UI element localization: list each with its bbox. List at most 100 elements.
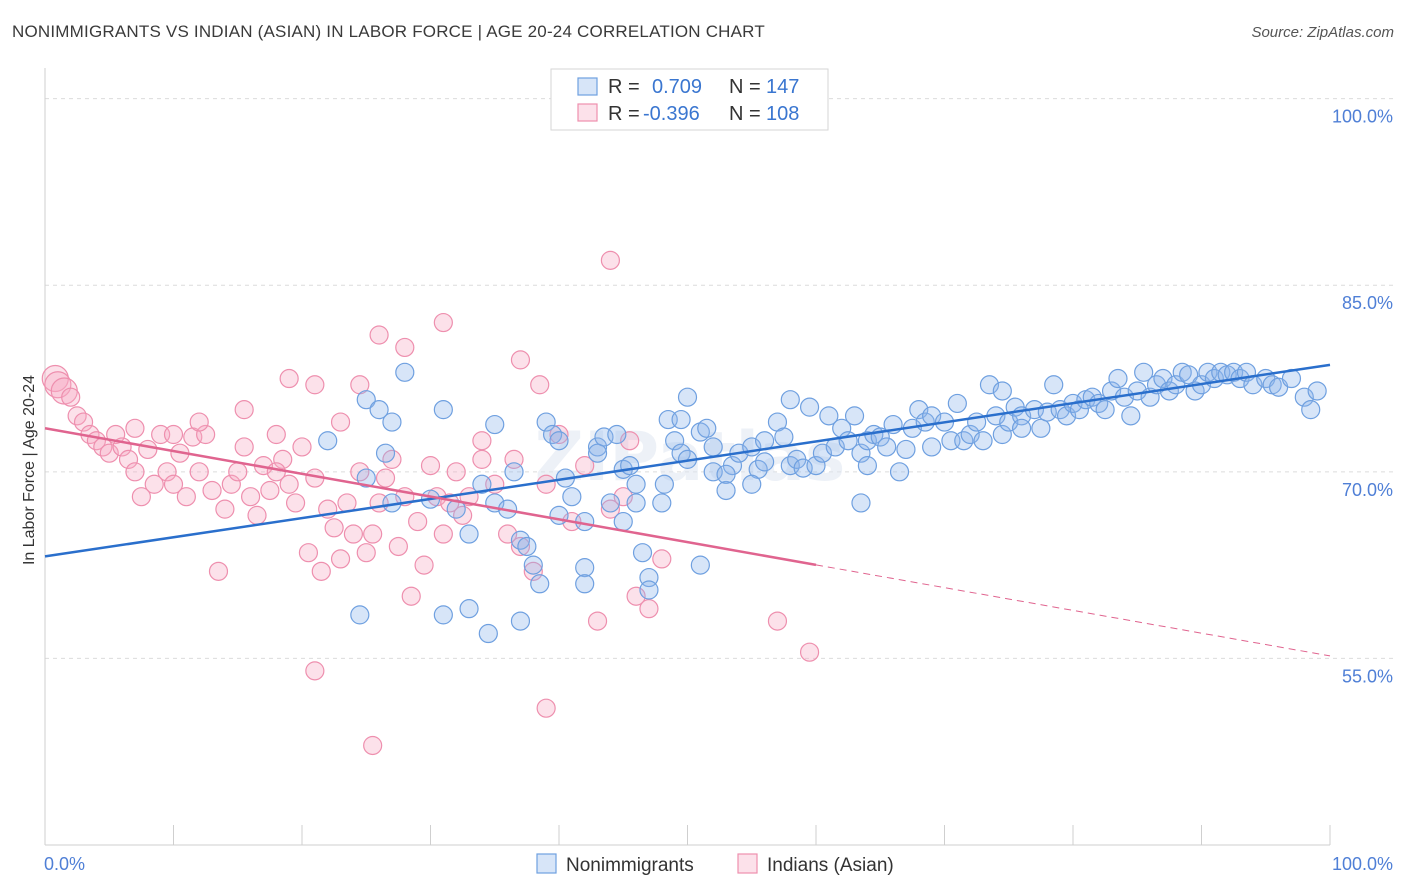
data-point-indians-asian <box>144 474 164 494</box>
data-point-nonimmigrants <box>626 474 646 494</box>
data-point-nonimmigrants <box>1121 406 1141 426</box>
data-point-indians-asian <box>285 493 306 513</box>
data-point-nonimmigrants <box>549 431 569 451</box>
data-point-nonimmigrants <box>575 558 595 578</box>
legend-r-label: R = <box>608 103 640 125</box>
data-point-nonimmigrants <box>896 439 916 460</box>
data-point-indians-asian <box>523 561 543 581</box>
data-point-nonimmigrants <box>356 468 376 488</box>
data-point-nonimmigrants <box>575 574 595 594</box>
legend-n-value-blue: 147 <box>766 76 799 98</box>
data-point-nonimmigrants <box>510 611 531 631</box>
data-point-nonimmigrants <box>742 474 762 494</box>
data-point-indians-asian <box>652 549 672 569</box>
legend-swatch-indians-asian <box>737 853 758 874</box>
legend-swatch-blue <box>577 77 598 96</box>
data-point-indians-asian <box>221 474 241 494</box>
data-point-nonimmigrants <box>632 543 653 563</box>
data-point-indians-asian <box>273 449 293 469</box>
data-point-nonimmigrants <box>1011 418 1032 438</box>
data-point-indians-asian <box>176 487 196 507</box>
data-point-nonimmigrants <box>375 443 396 463</box>
series-indians-asian <box>41 250 820 756</box>
data-point-nonimmigrants <box>754 452 775 472</box>
data-point-indians-asian <box>157 462 177 482</box>
data-point-nonimmigrants <box>350 605 370 625</box>
data-point-indians-asian <box>189 412 209 432</box>
data-point-indians-asian <box>324 518 344 538</box>
x-tick-label: 0.0% <box>44 854 85 874</box>
data-point-indians-asian <box>305 375 325 395</box>
data-point-nonimmigrants <box>382 412 402 432</box>
x-tick-labels: 0.0% 100.0% <box>44 854 1393 874</box>
legend-n-label: N = <box>729 76 761 98</box>
trend-lines <box>44 363 1331 657</box>
data-point-nonimmigrants <box>677 387 698 407</box>
data-point-nonimmigrants <box>922 437 942 457</box>
data-point-nonimmigrants <box>671 409 691 430</box>
trend-line-indians-asian <box>44 427 817 567</box>
data-point-nonimmigrants <box>857 456 878 476</box>
data-point-indians-asian <box>530 375 550 395</box>
data-point-indians-asian <box>388 536 408 557</box>
data-point-indians-asian <box>472 449 492 469</box>
data-point-indians-asian <box>266 462 286 482</box>
y-tick-label: 70.0% <box>1342 480 1393 500</box>
data-point-indians-asian <box>234 437 254 457</box>
data-point-indians-asian <box>138 439 158 460</box>
data-point-indians-asian <box>363 735 383 756</box>
data-point-indians-asian <box>298 543 319 563</box>
data-point-indians-asian <box>639 599 659 619</box>
data-point-nonimmigrants <box>626 493 646 513</box>
legend-label-indians-asian: Indians (Asian) <box>767 855 894 876</box>
data-point-indians-asian <box>536 698 556 718</box>
data-point-nonimmigrants <box>433 605 453 625</box>
legend-r-label: R = <box>608 76 640 98</box>
data-point-indians-asian <box>401 586 421 606</box>
data-point-indians-asian <box>279 368 299 389</box>
legend-series: Nonimmigrants Indians (Asian) <box>536 853 894 876</box>
data-point-indians-asian <box>395 337 415 358</box>
data-point-indians-asian <box>375 468 396 488</box>
x-tick-label: 100.0% <box>1332 854 1393 874</box>
data-point-indians-asian <box>73 412 94 432</box>
data-point-nonimmigrants <box>877 437 897 457</box>
legend-label-nonimmigrants: Nonimmigrants <box>566 855 694 876</box>
data-point-nonimmigrants <box>459 524 479 544</box>
legend-r-value-blue: 0.709 <box>652 76 702 98</box>
data-point-nonimmigrants <box>433 400 453 420</box>
data-point-indians-asian <box>330 412 351 432</box>
data-point-nonimmigrants <box>697 418 717 438</box>
data-point-indians-asian <box>163 424 184 445</box>
data-point-indians-asian <box>446 462 466 482</box>
data-point-indians-asian <box>472 431 492 451</box>
data-point-indians-asian <box>202 480 222 501</box>
data-point-nonimmigrants <box>690 555 710 575</box>
data-point-indians-asian <box>600 499 621 519</box>
data-point-indians-asian <box>61 387 81 407</box>
data-point-nonimmigrants <box>504 462 524 482</box>
data-point-nonimmigrants <box>318 431 338 451</box>
data-point-nonimmigrants <box>780 390 800 410</box>
data-point-indians-asian <box>414 555 434 575</box>
data-point-indians-asian <box>163 474 184 494</box>
data-point-indians-asian <box>292 437 312 457</box>
data-point-indians-asian <box>433 312 453 333</box>
data-point-nonimmigrants <box>851 443 871 463</box>
data-point-nonimmigrants <box>716 464 736 484</box>
data-point-indians-asian <box>575 456 595 476</box>
data-point-nonimmigrants <box>844 406 865 426</box>
data-point-indians-asian <box>279 474 299 494</box>
data-point-indians-asian <box>241 487 261 507</box>
data-point-nonimmigrants <box>478 623 498 644</box>
data-point-indians-asian <box>118 449 139 469</box>
data-point-nonimmigrants <box>716 480 736 501</box>
data-point-indians-asian <box>356 543 376 563</box>
data-point-nonimmigrants <box>806 456 826 476</box>
y-tick-label: 100.0% <box>1332 107 1393 127</box>
data-point-nonimmigrants <box>530 574 550 594</box>
data-point-nonimmigrants <box>356 390 376 410</box>
axes <box>44 68 1331 846</box>
data-point-nonimmigrants <box>992 381 1012 401</box>
data-point-indians-asian <box>799 642 820 662</box>
